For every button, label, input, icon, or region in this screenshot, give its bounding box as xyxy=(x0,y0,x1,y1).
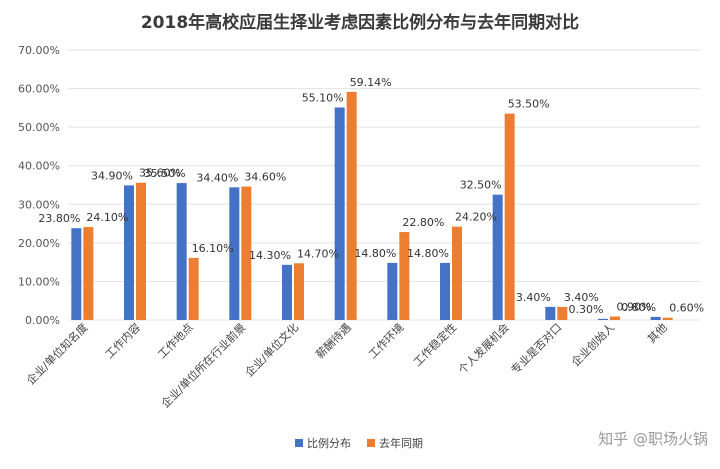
data-label-series-1: 35.50% xyxy=(144,167,186,180)
bar-series-2 xyxy=(557,306,568,320)
bar-series-2 xyxy=(136,182,146,320)
bar-series-1 xyxy=(176,183,187,320)
bar-series-2 xyxy=(294,263,304,320)
data-label-series-2: 0.60% xyxy=(669,302,704,315)
category-label: 企业/单位所在行业前景 xyxy=(158,320,248,410)
bar-series-2 xyxy=(662,317,673,320)
y-tick-label: 0.00% xyxy=(25,314,60,327)
category-label: 工作地点 xyxy=(155,321,195,361)
bar-series-1 xyxy=(334,107,345,320)
gridlines xyxy=(68,49,700,321)
data-label-series-1: 55.10% xyxy=(302,91,344,104)
category-label: 薪酬待遇 xyxy=(313,320,354,361)
data-label-series-1: 3.40% xyxy=(516,291,551,304)
data-label-series-1: 0.30% xyxy=(569,303,604,316)
data-label-series-1: 0.80% xyxy=(621,301,656,314)
legend-swatch-series-1 xyxy=(295,439,303,447)
data-label-series-1: 34.40% xyxy=(196,171,238,184)
y-tick-label: 50.00% xyxy=(18,121,60,134)
category-label: 其他 xyxy=(645,321,670,346)
data-label-series-2: 3.40% xyxy=(564,291,599,304)
data-label-series-2: 35.60% xyxy=(139,167,181,180)
data-label-series-1: 23.80% xyxy=(38,212,80,225)
legend-label-series-2: 去年同期 xyxy=(379,436,423,450)
data-label-series-1: 32.50% xyxy=(460,179,502,192)
bar-series-2 xyxy=(241,186,252,320)
data-label-series-2: 16.10% xyxy=(192,242,234,255)
y-tick-label: 20.00% xyxy=(18,237,60,250)
bar-series-2 xyxy=(399,232,410,320)
data-label-series-2: 53.50% xyxy=(508,98,550,111)
legend-label-series-1: 比例分布 xyxy=(307,436,351,450)
category-label: 企业/单位知名度 xyxy=(23,320,90,387)
bar-series-1 xyxy=(71,228,82,320)
data-label-series-2: 14.70% xyxy=(297,247,339,260)
y-tick-label: 70.00% xyxy=(18,44,60,57)
y-tick-label: 10.00% xyxy=(18,275,60,288)
y-axis-ticks: 0.00% 10.00% 20.00% 30.00% 40.00% 50.00% 60.00… xyxy=(18,44,60,327)
category-label: 个人发展机会 xyxy=(455,320,512,377)
legend: 比例分布 去年同期 xyxy=(295,436,423,450)
bar-series-1 xyxy=(598,318,608,320)
category-label: 专业是否对口 xyxy=(508,320,565,377)
data-label-series-2: 0.90% xyxy=(617,301,652,314)
bar-series-1 xyxy=(387,262,398,320)
category-label: 工作环境 xyxy=(365,320,406,361)
y-tick-label: 30.00% xyxy=(18,198,60,211)
bar-series-2 xyxy=(452,226,462,320)
y-tick-label: 40.00% xyxy=(18,160,60,173)
data-label-series-1: 14.30% xyxy=(249,249,291,262)
bar-series-2 xyxy=(504,113,515,321)
category-label: 企业/单位文化 xyxy=(242,320,301,379)
bar-series-1 xyxy=(124,185,134,320)
category-label: 工作内容 xyxy=(102,320,143,361)
bar-series-2 xyxy=(346,91,357,320)
watermark: 知乎 @职场火锅 xyxy=(598,430,708,448)
data-label-series-1: 14.80% xyxy=(354,247,396,260)
data-label-series-2: 59.14% xyxy=(350,76,392,89)
bar-series-1 xyxy=(282,264,292,320)
bar-series-1 xyxy=(492,194,503,320)
data-label-series-1: 14.80% xyxy=(407,247,449,260)
data-label-series-2: 24.20% xyxy=(455,211,497,224)
bar-series-1 xyxy=(440,262,450,320)
data-label-series-1: 34.90% xyxy=(91,169,133,182)
data-label-series-2: 34.60% xyxy=(244,171,286,184)
bar-series-1 xyxy=(229,187,240,320)
bar-series-2 xyxy=(83,227,94,320)
category-label: 企业创始人 xyxy=(568,320,617,369)
bar-series-1 xyxy=(545,306,556,320)
data-label-series-2: 24.10% xyxy=(86,211,128,224)
bars xyxy=(71,91,673,321)
bar-series-1 xyxy=(650,316,661,320)
data-label-series-2: 22.80% xyxy=(402,216,444,229)
chart-title: 2018年高校应届生择业考虑因素比例分布与去年同期对比 xyxy=(141,12,579,33)
legend-swatch-series-2 xyxy=(367,439,375,447)
data-labels: 23.80% 24.10% 34.90% 35.60%35.50% 16.10% 34.4… xyxy=(38,76,704,316)
y-tick-label: 60.00% xyxy=(18,83,60,96)
category-label: 工作稳定性 xyxy=(410,320,459,369)
bar-series-2 xyxy=(610,316,620,320)
bar-series-2 xyxy=(188,257,199,320)
